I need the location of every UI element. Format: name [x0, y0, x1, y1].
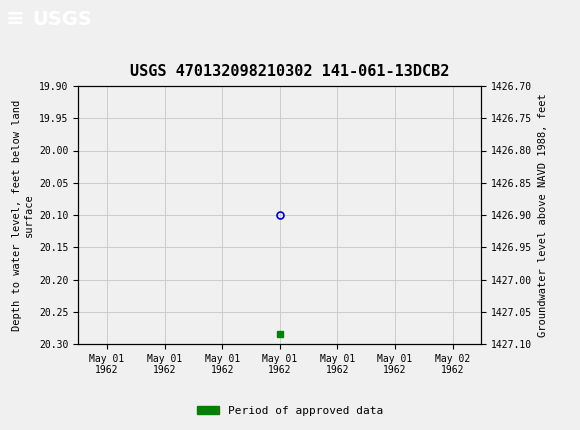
Y-axis label: Depth to water level, feet below land
surface: Depth to water level, feet below land su… [12, 99, 34, 331]
Text: USGS: USGS [32, 10, 92, 29]
Text: ≡: ≡ [6, 9, 24, 29]
Y-axis label: Groundwater level above NAVD 1988, feet: Groundwater level above NAVD 1988, feet [538, 93, 548, 337]
Text: USGS 470132098210302 141-061-13DCB2: USGS 470132098210302 141-061-13DCB2 [130, 64, 450, 80]
Legend: Period of approved data: Period of approved data [193, 401, 387, 420]
